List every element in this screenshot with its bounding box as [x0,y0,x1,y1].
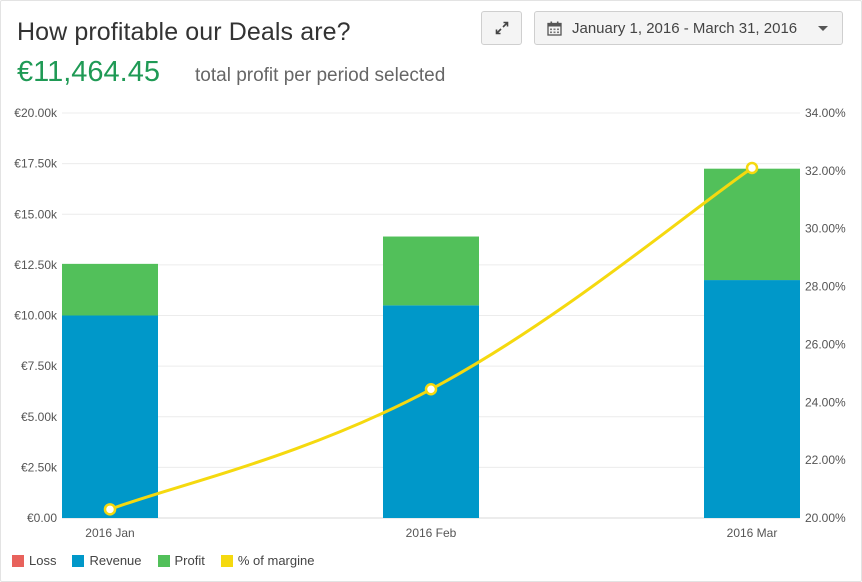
legend-label: Profit [174,553,205,568]
y-left-tick-label: €2.50k [21,460,58,474]
legend-item-of-margine[interactable]: % of margine [220,553,315,568]
bar-revenue[interactable] [62,315,158,519]
x-tick-label: 2016 Jan [85,526,134,540]
y-left-tick-label: €7.50k [21,359,58,373]
legend-swatch [72,554,85,567]
bar-profit[interactable] [704,168,800,281]
y-left-tick-label: €20.00k [14,106,58,120]
expand-button[interactable] [481,11,522,45]
total-profit-description: total profit per period selected [195,65,446,86]
margin-point[interactable] [745,161,759,175]
legend-swatch [12,554,24,567]
legend-swatch [220,554,233,567]
x-tick-label: 2016 Mar [727,526,778,540]
y-right-tick-label: 28.00% [805,280,846,294]
y-left-tick-label: €5.00k [21,410,58,424]
x-tick-label: 2016 Feb [406,526,457,540]
bar-profit[interactable] [62,263,158,316]
legend-swatch [157,554,170,567]
profit-chart: €0.00 €2.50k €5.00k €7.50k €10.00k €12.50k €15… [14,106,846,540]
calendar-icon [547,21,562,36]
chart-legend: Loss Revenue Profit % of margine [12,553,330,568]
widget-title: How profitable our Deals are? [17,18,351,46]
y-left-tick-label: €0.00 [27,511,57,525]
chevron-down-icon [818,26,828,31]
y-right-tick-label: 32.00% [805,164,846,178]
total-profit-value: €11,464.45 [17,56,160,88]
legend-item-profit[interactable]: Profit [157,553,205,568]
y-left-tick-label: €17.50k [14,157,58,171]
date-range-picker[interactable]: January 1, 2016 - March 31, 2016 [534,11,843,45]
date-range-label: January 1, 2016 - March 31, 2016 [572,19,798,37]
y-right-tick-label: 22.00% [805,453,846,467]
legend-label: Loss [29,553,57,568]
y-right-tick-label: 26.00% [805,337,846,351]
y-left-tick-label: €10.00k [14,309,58,323]
y-left-tick-label: €12.50k [14,258,58,272]
legend-item-loss[interactable]: Loss [12,553,56,568]
legend-item-revenue[interactable]: Revenue [72,553,142,568]
legend-label: % of margine [237,553,315,568]
margin-point[interactable] [103,503,117,516]
bar-revenue[interactable] [383,305,479,518]
expand-arrows-icon [495,21,508,35]
y-right-tick-label: 20.00% [805,511,846,525]
margin-point[interactable] [424,383,438,396]
bar-profit[interactable] [383,236,479,306]
y-right-tick-label: 30.00% [805,222,846,236]
legend-label: Revenue [89,553,142,568]
y-right-tick-label: 34.00% [805,106,846,120]
y-right-tick-label: 24.00% [805,395,846,409]
bar-revenue[interactable] [704,280,800,518]
y-left-tick-label: €15.00k [14,207,58,221]
